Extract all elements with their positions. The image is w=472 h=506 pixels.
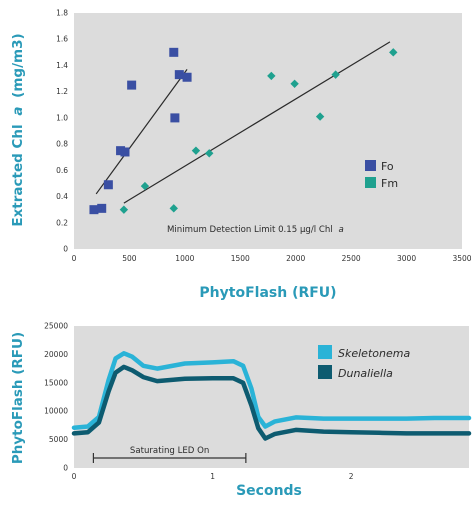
led-on-bracket bbox=[92, 453, 247, 463]
legend-skeletonema-label: Skeletonema bbox=[338, 347, 410, 360]
legend-fm-swatch bbox=[365, 177, 376, 188]
point-fm bbox=[315, 112, 325, 121]
scatter-y-tick-label: 1.4 bbox=[56, 61, 68, 70]
point-fo bbox=[97, 203, 107, 213]
series-line-skeletonema bbox=[71, 351, 472, 430]
point-fm bbox=[267, 71, 276, 81]
legend-fo-swatch bbox=[365, 160, 376, 171]
scatter-x-tick-label: 2500 bbox=[342, 254, 361, 263]
point-fo bbox=[170, 113, 180, 123]
scatter-x-axis-title: PhytoFlash (RFU) bbox=[199, 285, 336, 301]
point-fo bbox=[89, 205, 99, 215]
point-fo bbox=[103, 180, 113, 190]
scatter-y-tick-label: 0.6 bbox=[56, 166, 68, 175]
point-fo bbox=[120, 147, 130, 157]
scatter-x-tick-label: 3000 bbox=[397, 254, 416, 263]
legend-fo-label: Fo bbox=[381, 160, 394, 173]
line-plot-area bbox=[74, 326, 469, 468]
scatter-y-tick-label: 1.2 bbox=[56, 87, 68, 96]
point-fm bbox=[140, 181, 150, 191]
scatter-x-tick-label: 2000 bbox=[286, 254, 305, 263]
scatter-x-tick-label: 500 bbox=[122, 254, 137, 263]
point-fo bbox=[127, 80, 137, 90]
point-fo bbox=[182, 72, 192, 82]
scatter-y-axis-title: Extracted Chl a (mg/m3) bbox=[10, 33, 26, 226]
scatter-x-tick-label: 1500 bbox=[231, 254, 250, 263]
line-y-tick-label: 25000 bbox=[44, 322, 68, 331]
point-fm bbox=[169, 204, 178, 213]
legend-dunaliella-label: Dunaliella bbox=[338, 367, 393, 380]
scatter-y-tick-label: 1.8 bbox=[56, 9, 68, 18]
detection-limit-text: Minimum Detection Limit 0.15 µg/l Chl bbox=[167, 225, 333, 235]
scatter-fit-lines bbox=[95, 41, 391, 204]
point-fo bbox=[174, 70, 184, 80]
scatter-plot-area bbox=[74, 13, 462, 249]
scatter-y-axis-italic: a bbox=[10, 107, 26, 116]
scatter-y-tick-label: 1.0 bbox=[56, 113, 68, 122]
line-x-tick-label: 0 bbox=[72, 472, 77, 481]
scatter-x-tick-label: 3500 bbox=[452, 254, 471, 263]
scatter-points bbox=[89, 47, 398, 215]
led-on-label: Saturating LED On bbox=[130, 446, 210, 456]
point-fm bbox=[389, 48, 398, 57]
point-fo bbox=[169, 47, 179, 57]
scatter-x-tick-label: 0 bbox=[72, 254, 77, 263]
scatter-x-tick-label: 1000 bbox=[175, 254, 194, 263]
legend-fm-label: Fm bbox=[381, 177, 398, 190]
fit-line-fo bbox=[95, 69, 188, 195]
scatter-y-ticks: 0 0.2 0.4 0.6 0.8 1.0 1.2 1.4 1.6 1.8 bbox=[56, 9, 68, 254]
line-y-tick-label: 20000 bbox=[44, 350, 68, 359]
point-fm bbox=[191, 146, 201, 155]
line-y-tick-label: 5000 bbox=[49, 435, 68, 444]
point-fm bbox=[331, 70, 340, 79]
scatter-chart: 0 0.2 0.4 0.6 0.8 1.0 1.2 1.4 1.6 1.8 0 500 1000 150… bbox=[10, 9, 472, 302]
scatter-y-tick-label: 0 bbox=[63, 245, 68, 254]
fit-line-fm bbox=[123, 41, 391, 204]
scatter-x-ticks: 0 500 1000 1500 2000 2500 3000 3500 bbox=[72, 254, 472, 263]
line-x-tick-label: 1 bbox=[210, 472, 215, 481]
legend-dunaliella-swatch bbox=[318, 365, 332, 379]
detection-limit-note: Minimum Detection Limit 0.15 µg/l Chl a bbox=[167, 225, 344, 235]
line-y-tick-label: 15000 bbox=[44, 378, 68, 387]
point-fm bbox=[290, 79, 299, 88]
point-fm bbox=[205, 149, 214, 158]
legend-skeletonema-swatch bbox=[318, 345, 332, 359]
scatter-y-tick-label: 0.4 bbox=[56, 192, 68, 201]
line-x-axis-title: Seconds bbox=[236, 483, 302, 499]
line-series bbox=[71, 351, 472, 441]
line-y-tick-label: 10000 bbox=[44, 407, 68, 416]
series-line-dunaliella bbox=[71, 364, 472, 441]
point-fm bbox=[119, 205, 129, 214]
line-y-ticks: 0 5000 10000 15000 20000 25000 bbox=[44, 322, 68, 473]
line-y-axis-title: PhytoFlash (RFU) bbox=[10, 332, 26, 464]
line-y-tick-label: 0 bbox=[63, 464, 68, 473]
line-chart: 0 5000 10000 15000 20000 25000 0 1 2 Saturating… bbox=[10, 322, 472, 499]
scatter-y-axis-unit: (mg/m3) bbox=[10, 33, 26, 97]
line-x-tick-label: 2 bbox=[349, 472, 354, 481]
detection-limit-italic: a bbox=[338, 225, 343, 235]
scatter-y-tick-label: 0.2 bbox=[56, 218, 68, 227]
scatter-y-axis-main: Extracted Chl bbox=[10, 124, 26, 226]
scatter-y-tick-label: 1.6 bbox=[56, 35, 68, 44]
scatter-y-tick-label: 0.8 bbox=[56, 140, 68, 149]
line-x-ticks: 0 1 2 bbox=[72, 472, 354, 481]
